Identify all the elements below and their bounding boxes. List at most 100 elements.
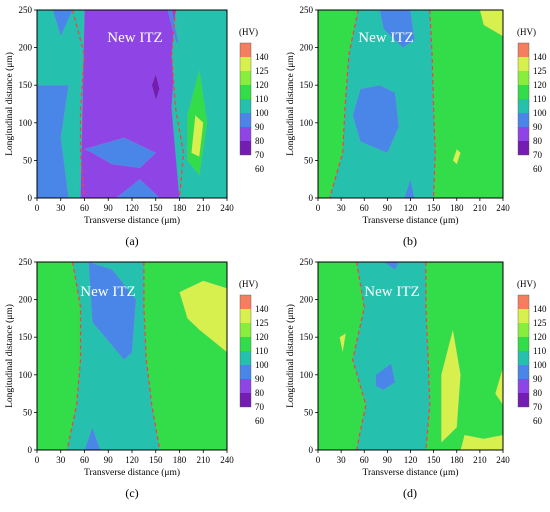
- colorbar-swatch: [518, 43, 529, 57]
- colorbar-swatch: [240, 85, 251, 99]
- contour-region: [352, 85, 400, 154]
- colorbar-tick-label: 90: [533, 122, 543, 132]
- colorbar-swatch: [518, 337, 529, 351]
- y-tick-label: 150: [19, 80, 33, 90]
- contour-region: [115, 179, 160, 198]
- x-axis-label: Transverse distance (μm): [84, 467, 180, 478]
- contour-region: [179, 280, 227, 353]
- x-tick-label: 60: [80, 455, 90, 465]
- colorbar-swatch: [240, 113, 251, 127]
- y-tick-label: 100: [19, 118, 33, 128]
- contour-region: [375, 363, 396, 390]
- y-tick-label: 50: [23, 155, 33, 165]
- contour-region: [404, 178, 415, 198]
- colorbar-tick-label: 140: [533, 52, 547, 62]
- contour-region: [379, 10, 415, 48]
- panel-label: (c): [125, 486, 138, 500]
- colorbar-frame: [239, 294, 252, 408]
- x-tick-label: 120: [404, 203, 418, 213]
- colorbar-swatch: [240, 379, 251, 393]
- colorbar-tick-label: 70: [533, 402, 543, 412]
- colorbar-tick-label: 90: [255, 374, 265, 384]
- x-tick-label: 120: [125, 455, 139, 465]
- colorbar-swatch: [518, 141, 529, 155]
- colorbar-tick-label: 60: [533, 164, 543, 174]
- contour-region: [429, 10, 503, 198]
- colorbar-swatch: [240, 365, 251, 379]
- x-tick-label: 0: [35, 455, 40, 465]
- contour-region: [479, 10, 503, 37]
- colorbar-swatch: [518, 71, 529, 85]
- x-tick-label: 240: [496, 455, 510, 465]
- panel-label: (b): [403, 234, 417, 248]
- x-tick-label: 180: [450, 455, 464, 465]
- y-tick-label: 250: [300, 5, 314, 15]
- colorbar-title: (HV): [517, 27, 536, 37]
- colorbar-tick-label: 70: [255, 402, 265, 412]
- x-tick-label: 240: [496, 203, 510, 213]
- contour-region: [84, 426, 101, 450]
- contour-region: [495, 367, 503, 406]
- colorbar-swatch: [518, 309, 529, 323]
- x-tick-label: 30: [56, 455, 66, 465]
- colorbar-swatch: [240, 393, 251, 407]
- contour-region: [52, 10, 73, 37]
- colorbar-swatch: [240, 309, 251, 323]
- colorbar-frame: [239, 42, 252, 156]
- x-tick-label: 120: [404, 455, 418, 465]
- y-tick-label: 0: [28, 445, 33, 455]
- x-tick-label: 180: [173, 203, 187, 213]
- colorbar-swatch: [518, 99, 529, 113]
- x-tick-label: 0: [35, 203, 40, 213]
- y-tick-label: 200: [19, 295, 33, 305]
- itz-annotation: New ITZ: [358, 30, 413, 46]
- panel-label: (d): [403, 486, 417, 500]
- itz-boundary-line: [72, 10, 86, 198]
- x-tick-label: 210: [473, 203, 487, 213]
- x-tick-label: 210: [473, 455, 487, 465]
- itz-boundary-line: [429, 10, 436, 198]
- colorbar-frame: [517, 294, 530, 408]
- contour-region: [84, 137, 157, 169]
- colorbar-tick-label: 60: [255, 416, 265, 426]
- x-tick-label: 150: [427, 455, 441, 465]
- x-tick-label: 240: [220, 203, 234, 213]
- itz-annotation: New ITZ: [80, 284, 135, 300]
- colorbar-tick-label: 120: [255, 332, 269, 342]
- x-tick-label: 60: [360, 455, 370, 465]
- colorbar-frame: [517, 42, 530, 156]
- colorbar-tick-label: 90: [533, 374, 543, 384]
- colorbar-swatch: [518, 113, 529, 127]
- itz-annotation: New ITZ: [107, 30, 162, 46]
- colorbar-swatch: [240, 43, 251, 57]
- colorbar-tick-label: 110: [255, 94, 269, 104]
- itz-boundary-line: [425, 262, 431, 450]
- colorbar-tick-label: 100: [533, 360, 547, 370]
- x-tick-label: 30: [337, 203, 347, 213]
- itz-boundary-line: [66, 262, 82, 450]
- y-tick-label: 50: [304, 155, 314, 165]
- contour-region: [441, 329, 461, 443]
- colorbar-swatch: [518, 57, 529, 71]
- colorbar-tick-label: 60: [255, 164, 265, 174]
- x-tick-label: 60: [360, 203, 370, 213]
- x-axis-label: Transverse distance (μm): [362, 467, 458, 478]
- contour-region: [460, 434, 503, 450]
- x-axis-label: Transverse distance (μm): [362, 215, 458, 226]
- x-tick-label: 150: [149, 455, 163, 465]
- contour-region: [88, 262, 137, 361]
- colorbar-tick-label: 80: [533, 388, 543, 398]
- itz-boundary-line: [170, 10, 185, 198]
- contour-region: [339, 333, 347, 353]
- y-axis-label: Longitudinal distance (μm): [4, 304, 15, 408]
- y-tick-label: 250: [300, 257, 314, 267]
- colorbar-title: (HV): [517, 279, 536, 289]
- contour-region: [37, 85, 69, 198]
- x-tick-label: 120: [125, 203, 139, 213]
- y-tick-label: 200: [19, 43, 33, 53]
- colorbar-swatch: [240, 351, 251, 365]
- colorbar-tick-label: 100: [255, 108, 269, 118]
- colorbar-tick-label: 120: [533, 332, 547, 342]
- colorbar-tick-label: 70: [255, 150, 265, 160]
- colorbar-tick-label: 80: [533, 136, 543, 146]
